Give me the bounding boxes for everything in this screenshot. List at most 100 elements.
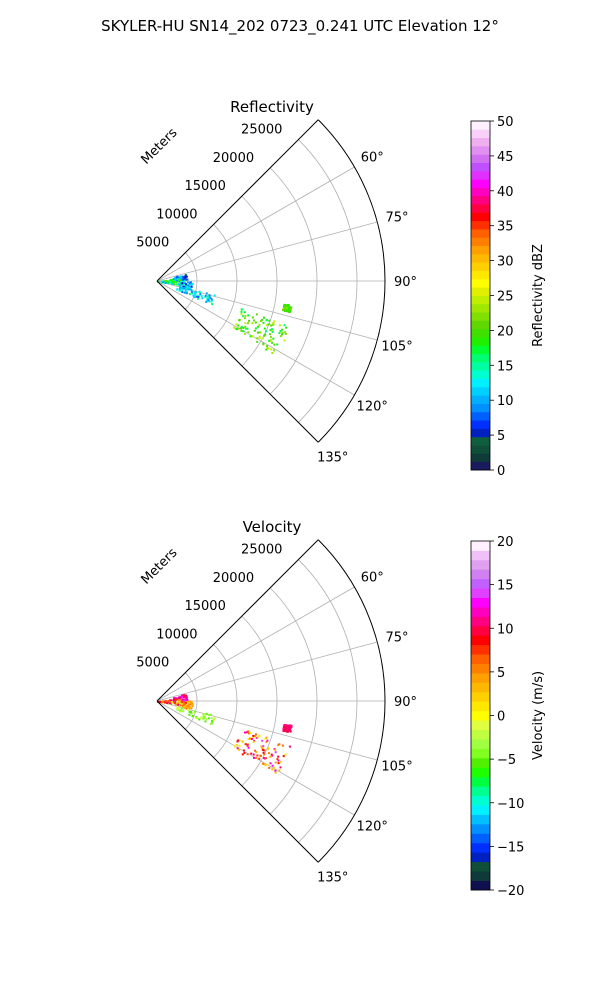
data-gate [264,738,267,741]
data-gate [194,294,197,297]
data-gate [210,717,213,720]
data-gate [238,744,241,747]
data-gate [276,758,279,761]
data-gate [285,326,288,329]
data-gate [177,703,180,706]
data-gate [262,763,265,765]
data-gate [204,294,207,297]
data-gate [188,706,190,709]
colorbar-swatch [471,453,490,463]
data-gate [247,746,250,749]
data-gate [248,319,250,322]
data-gate [267,748,270,751]
data-gate [176,700,179,703]
data-gate [279,330,282,333]
data-gate [263,334,266,337]
data-gate [272,337,275,340]
colorbar-swatch [471,137,490,147]
data-gate [288,725,291,728]
radial-tick-label: 5000 [136,656,169,671]
radial-tick-label: 15000 [184,179,225,194]
colorbar-swatch [471,729,490,740]
data-gate [252,736,255,739]
data-gate [273,349,276,352]
data-gate [184,277,187,280]
data-gate [194,292,197,295]
data-gate [242,327,245,329]
data-gate [283,728,285,731]
data-gate [240,310,243,313]
data-gate [268,333,271,336]
data-gate [251,737,253,740]
colorbar-label: Reflectivity dBZ [531,244,546,347]
data-gate [256,340,259,343]
colorbar-swatch [471,295,490,305]
data-gate [265,348,268,351]
data-gate [238,319,241,322]
data-gate [164,282,167,284]
data-gate [253,756,255,759]
data-gate [251,316,254,319]
data-gate [243,317,246,320]
data-gate [187,288,190,291]
panel-title: Reflectivity [230,98,314,116]
data-gate [286,726,289,729]
data-gate [243,332,246,335]
colorbar-swatch [471,578,490,589]
data-gate [179,280,182,283]
data-gate [169,281,172,284]
radial-axis-label: Meters [138,125,180,167]
data-gate [274,751,277,754]
data-gate [183,282,186,285]
data-gate [190,288,193,291]
colorbar-swatch [471,337,490,346]
data-gate [171,280,174,283]
colorbar-swatch [471,559,490,570]
data-gate [198,718,201,721]
data-gate [278,332,281,335]
data-gate [246,743,249,746]
colorbar-tick-label: 35 [497,220,514,235]
colorbar-swatch [471,833,490,844]
data-gate [182,710,185,713]
data-gate [271,341,274,344]
data-gate [247,314,250,317]
data-gate [184,289,187,292]
colorbar-tick-label: 50 [497,115,514,130]
data-gate [263,749,266,752]
data-gate [287,307,290,310]
sector-edge [156,539,319,702]
data-gate [289,730,292,733]
data-gate [206,295,209,298]
data-gate [165,280,168,282]
data-gate [274,748,277,751]
colorbar-swatch [471,195,490,205]
data-gate [246,327,249,330]
data-gate [258,335,261,338]
colorbar-tick-label: 40 [497,185,514,200]
data-gate [178,697,181,700]
data-gate [203,717,206,720]
data-gate [282,755,285,758]
data-gate [265,330,267,333]
data-gate [240,329,243,332]
data-gate [179,710,182,713]
colorbar-swatch [471,312,490,321]
angular-grid-line [156,586,355,702]
data-gate [259,320,262,323]
data-gate [263,316,265,319]
radial-tick-label: 25000 [241,123,282,138]
colorbar-swatch [471,129,490,139]
data-gate [240,313,243,316]
data-gate [266,347,269,350]
angular-grid-line [156,221,378,282]
data-gate [279,766,282,769]
colorbar-label: Velocity (m/s) [531,671,546,760]
data-gate [265,741,268,744]
data-gate [277,762,280,765]
data-gate [267,323,270,326]
data-gate [212,718,215,721]
data-gate [162,281,165,283]
colorbar-swatch [471,701,490,712]
data-gate [202,717,205,720]
